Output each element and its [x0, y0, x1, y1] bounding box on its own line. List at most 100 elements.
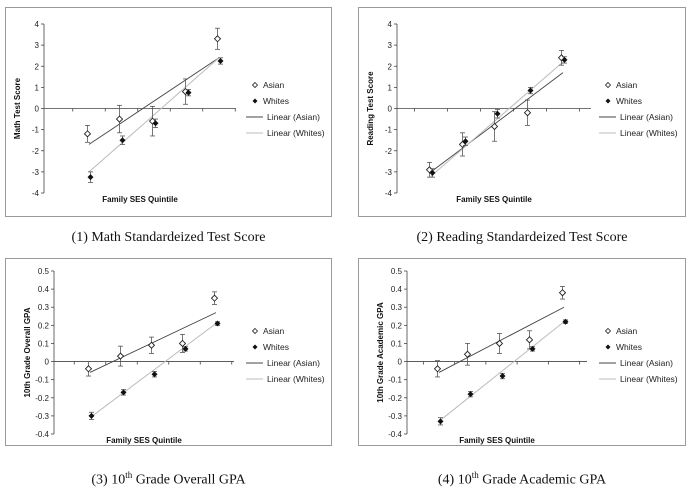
point-whites [152, 120, 159, 127]
y-tick-label: -3 [32, 168, 40, 177]
y-tick-label: 0.3 [38, 303, 50, 312]
legend-marker-whites [252, 98, 258, 104]
y-tick-label: -4 [32, 189, 40, 198]
x-axis-label: Family SES Quintile [102, 195, 178, 204]
point-whites [88, 412, 95, 419]
point-whites [182, 345, 189, 352]
y-tick-label: -1 [32, 126, 40, 135]
point-whites [562, 318, 569, 325]
trend-line-asian [88, 57, 220, 145]
y-axis-label: 10th Grade Academic GPA [376, 302, 385, 403]
point-whites [151, 371, 158, 378]
legend-label: Linear (Asian) [267, 112, 320, 122]
y-tick-label: -3 [385, 168, 393, 177]
y-tick-label: 0 [398, 358, 403, 367]
y-tick-label: 4 [388, 20, 393, 29]
point-whites [529, 345, 536, 352]
point-asian [495, 339, 504, 348]
y-tick-label: 4 [35, 20, 40, 29]
caption-text: Grade Academic GPA [478, 472, 607, 488]
legend-label: Linear (Asian) [620, 358, 673, 368]
point-whites [437, 418, 444, 425]
legend-label: Asian [616, 80, 638, 90]
legend-label: Linear (Asian) [620, 112, 673, 122]
y-tick-label: 2 [35, 62, 40, 71]
y-tick-label: 1 [35, 83, 40, 92]
caption-4: (4) 10th Grade Academic GPA [358, 470, 686, 489]
y-tick-label: 0.1 [38, 339, 50, 348]
y-tick-label: -0.1 [35, 376, 49, 385]
y-tick-label: -0.1 [388, 376, 402, 385]
point-asian [116, 352, 125, 360]
y-tick-label: -1 [385, 126, 393, 135]
legend-marker-asian [251, 81, 259, 89]
chart-panel-1: -4 -3 -2 -1 0 1 2 3 4 Math Test Score Family SES Q… [5, 7, 332, 217]
point-asian [525, 336, 534, 344]
point-asian [210, 294, 219, 302]
trend-line-whites [438, 321, 565, 422]
caption-sup: th [125, 470, 133, 480]
legend-label: Whites [616, 342, 642, 352]
trend-line-whites [430, 61, 564, 177]
y-axis-label: Reading Test Score [366, 71, 375, 146]
legend-marker-asian [251, 327, 259, 335]
y-tick-label: 0.3 [391, 303, 403, 312]
legend-label: Linear (Whites) [267, 374, 325, 384]
legend-marker-asian [604, 327, 612, 335]
y-tick-label: 0 [45, 358, 50, 367]
y-tick-label: -0.3 [388, 412, 402, 421]
point-whites [87, 174, 94, 181]
point-whites [494, 110, 501, 117]
point-whites [429, 169, 436, 176]
y-tick-label: 0.4 [391, 285, 403, 294]
legend-label: Linear (Whites) [620, 374, 678, 384]
point-asian [178, 339, 187, 348]
y-tick-label: 0 [35, 105, 40, 114]
y-tick-label: 0.2 [38, 321, 50, 330]
legend-label: Asian [263, 326, 285, 336]
legend-marker-whites [605, 98, 611, 104]
chart-svg-4: -0.4 -0.3 -0.2 -0.1 0 0.1 0.2 0.3 0.4 0.5 10th Gra… [376, 267, 678, 445]
caption-1: (1) Math Standardeized Test Score [5, 230, 332, 246]
y-axis-label: Math Test Score [13, 77, 22, 139]
point-whites [185, 89, 192, 96]
caption-number: (4) [437, 472, 455, 488]
point-whites [462, 138, 469, 145]
chart-svg-3: -0.4 -0.3 -0.2 -0.1 0 0.1 0.2 0.3 0.4 0.5 10th Gra… [23, 267, 325, 445]
chart-panel-4: -0.4 -0.3 -0.2 -0.1 0 0.1 0.2 0.3 0.4 0.5 10th Gra… [358, 258, 686, 446]
y-tick-label: -2 [32, 147, 40, 156]
legend-label: Whites [616, 96, 642, 106]
point-asian [490, 122, 499, 131]
trend-line-whites [88, 57, 220, 173]
y-tick-label: -0.4 [388, 430, 402, 439]
y-tick-label: -2 [385, 147, 393, 156]
caption-grade: 10 [111, 472, 126, 488]
legend-marker-whites [605, 344, 611, 350]
legend-label: Linear (Asian) [267, 358, 320, 368]
point-asian [558, 289, 567, 297]
point-whites [214, 320, 221, 327]
trend-line-whites [89, 323, 217, 419]
caption-text: Reading Standardeized Test Score [436, 230, 628, 245]
y-tick-label: 0 [388, 105, 393, 114]
chart-svg-2: -4 -3 -2 -1 0 1 2 3 4 Reading Test Score Family SE… [366, 20, 678, 204]
legend-label: Linear (Whites) [267, 128, 325, 138]
legend-label: Asian [616, 326, 638, 336]
y-tick-label: -0.2 [388, 394, 402, 403]
legend-marker-asian [604, 81, 612, 89]
caption-number: (3) [91, 472, 108, 488]
x-axis-label: Family SES Quintile [459, 436, 535, 445]
y-tick-label: 0.4 [38, 285, 50, 294]
y-tick-label: 0.5 [391, 267, 403, 276]
trend-line-asian [430, 72, 564, 173]
y-tick-label: 1 [388, 83, 393, 92]
caption-number: (2) [416, 230, 433, 245]
y-tick-label: 3 [388, 41, 393, 50]
y-tick-label: -0.2 [35, 394, 49, 403]
point-asian [458, 140, 467, 149]
y-tick-label: 0.1 [391, 339, 403, 348]
y-tick-label: 0.2 [391, 321, 403, 330]
caption-text: Math Standardeized Test Score [91, 230, 266, 245]
y-tick-label: 0.5 [38, 267, 50, 276]
legend-label: Whites [263, 96, 289, 106]
